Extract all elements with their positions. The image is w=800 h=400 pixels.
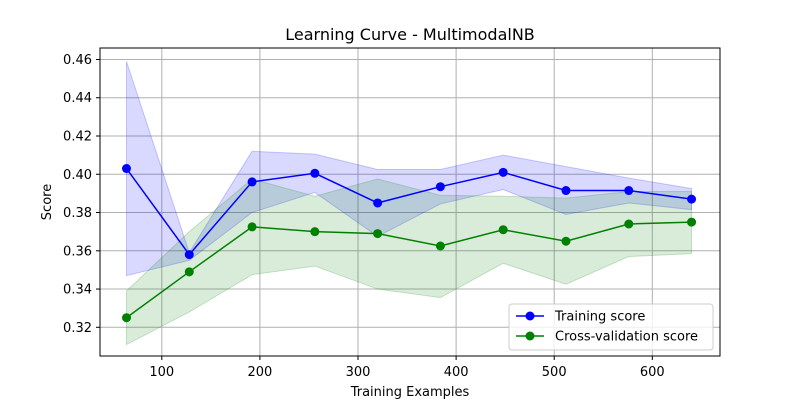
x-axis-label: Training Examples bbox=[350, 385, 470, 400]
legend-marker-training bbox=[525, 311, 535, 321]
y-tick-label: 0.42 bbox=[63, 130, 92, 145]
data-point-0 bbox=[561, 186, 571, 196]
x-tick-label: 600 bbox=[640, 365, 665, 380]
plot-border bbox=[99, 47, 721, 357]
data-point-0 bbox=[121, 164, 131, 174]
x-tick-label: 400 bbox=[444, 365, 469, 380]
chart-title: Learning Curve - MultimodalNB bbox=[285, 25, 535, 44]
data-point-0 bbox=[435, 182, 445, 192]
y-tick-label: 0.40 bbox=[63, 168, 92, 183]
data-point-1 bbox=[561, 236, 571, 246]
data-point-1 bbox=[310, 227, 320, 237]
x-axis-ticks: 100 200 300 400 500 600 bbox=[149, 356, 665, 380]
x-tick-label: 500 bbox=[542, 365, 567, 380]
data-point-1 bbox=[624, 219, 634, 229]
legend-marker-cv bbox=[525, 331, 535, 341]
legend-label-cv: Cross-validation score bbox=[555, 330, 698, 345]
y-tick-label: 0.34 bbox=[63, 283, 92, 298]
x-tick-label: 300 bbox=[346, 365, 371, 380]
data-point-1 bbox=[435, 241, 445, 251]
data-point-0 bbox=[687, 194, 697, 204]
data-point-0 bbox=[373, 198, 383, 208]
data-point-1 bbox=[247, 222, 257, 232]
data-point-0 bbox=[310, 168, 320, 178]
y-axis-ticks: 0.32 0.34 0.36 0.38 0.40 0.42 0.44 0.46 bbox=[63, 53, 100, 336]
y-tick-label: 0.38 bbox=[63, 206, 92, 221]
data-point-0 bbox=[184, 250, 194, 260]
data-point-1 bbox=[687, 217, 697, 227]
y-tick-label: 0.36 bbox=[63, 244, 92, 259]
series-lines bbox=[125, 168, 692, 319]
legend: Training score Cross-validation score bbox=[508, 303, 714, 351]
y-axis-label: Score bbox=[40, 184, 55, 220]
data-point-1 bbox=[184, 267, 194, 277]
data-point-1 bbox=[498, 225, 508, 235]
y-tick-label: 0.46 bbox=[63, 53, 92, 68]
legend-box bbox=[508, 303, 714, 351]
confidence-band-1 bbox=[125, 178, 693, 346]
series-line-1 bbox=[126, 221, 692, 319]
data-point-1 bbox=[373, 229, 383, 239]
legend-label-training: Training score bbox=[554, 310, 645, 325]
data-point-0 bbox=[498, 167, 508, 177]
series-line-0 bbox=[125, 168, 692, 256]
confidence-bands bbox=[125, 61, 693, 346]
x-tick-label: 100 bbox=[149, 365, 174, 380]
data-point-1 bbox=[121, 313, 131, 323]
data-point-0 bbox=[247, 177, 257, 187]
y-tick-label: 0.32 bbox=[63, 321, 92, 336]
x-tick-label: 200 bbox=[247, 365, 272, 380]
y-tick-label: 0.44 bbox=[63, 91, 92, 106]
confidence-band-0 bbox=[125, 61, 693, 277]
series-points bbox=[121, 164, 697, 323]
data-point-0 bbox=[624, 186, 634, 196]
